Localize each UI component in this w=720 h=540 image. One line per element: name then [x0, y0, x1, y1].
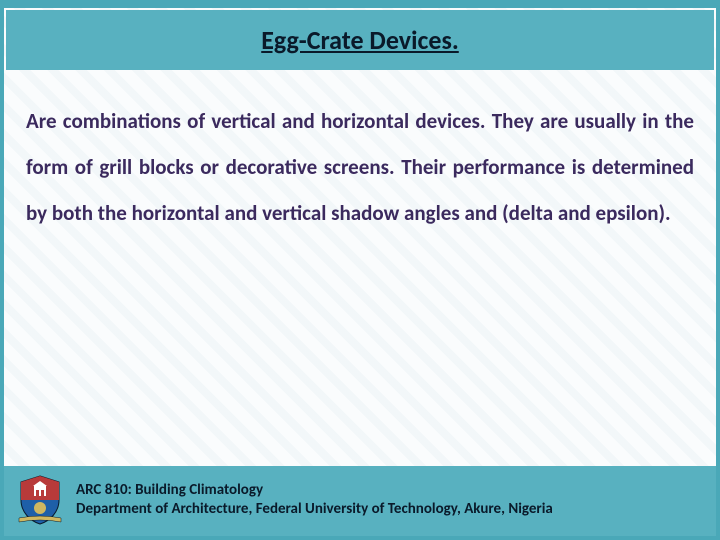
title-bar: Egg-Crate Devices.	[6, 10, 714, 70]
footer-bar: ARC 810: Building Climatology Department…	[4, 466, 716, 536]
body-area: Are combinations of vertical and horizon…	[4, 70, 716, 237]
slide-container: Egg-Crate Devices. Are combinations of v…	[0, 0, 720, 540]
university-logo-icon	[16, 474, 64, 526]
footer-line-dept: Department of Architecture, Federal Univ…	[76, 500, 553, 520]
footer-text-block: ARC 810: Building Climatology Department…	[76, 481, 553, 520]
footer-line-course: ARC 810: Building Climatology	[76, 481, 553, 501]
body-text: Are combinations of vertical and horizon…	[26, 98, 694, 237]
slide-title: Egg-Crate Devices.	[261, 24, 459, 56]
